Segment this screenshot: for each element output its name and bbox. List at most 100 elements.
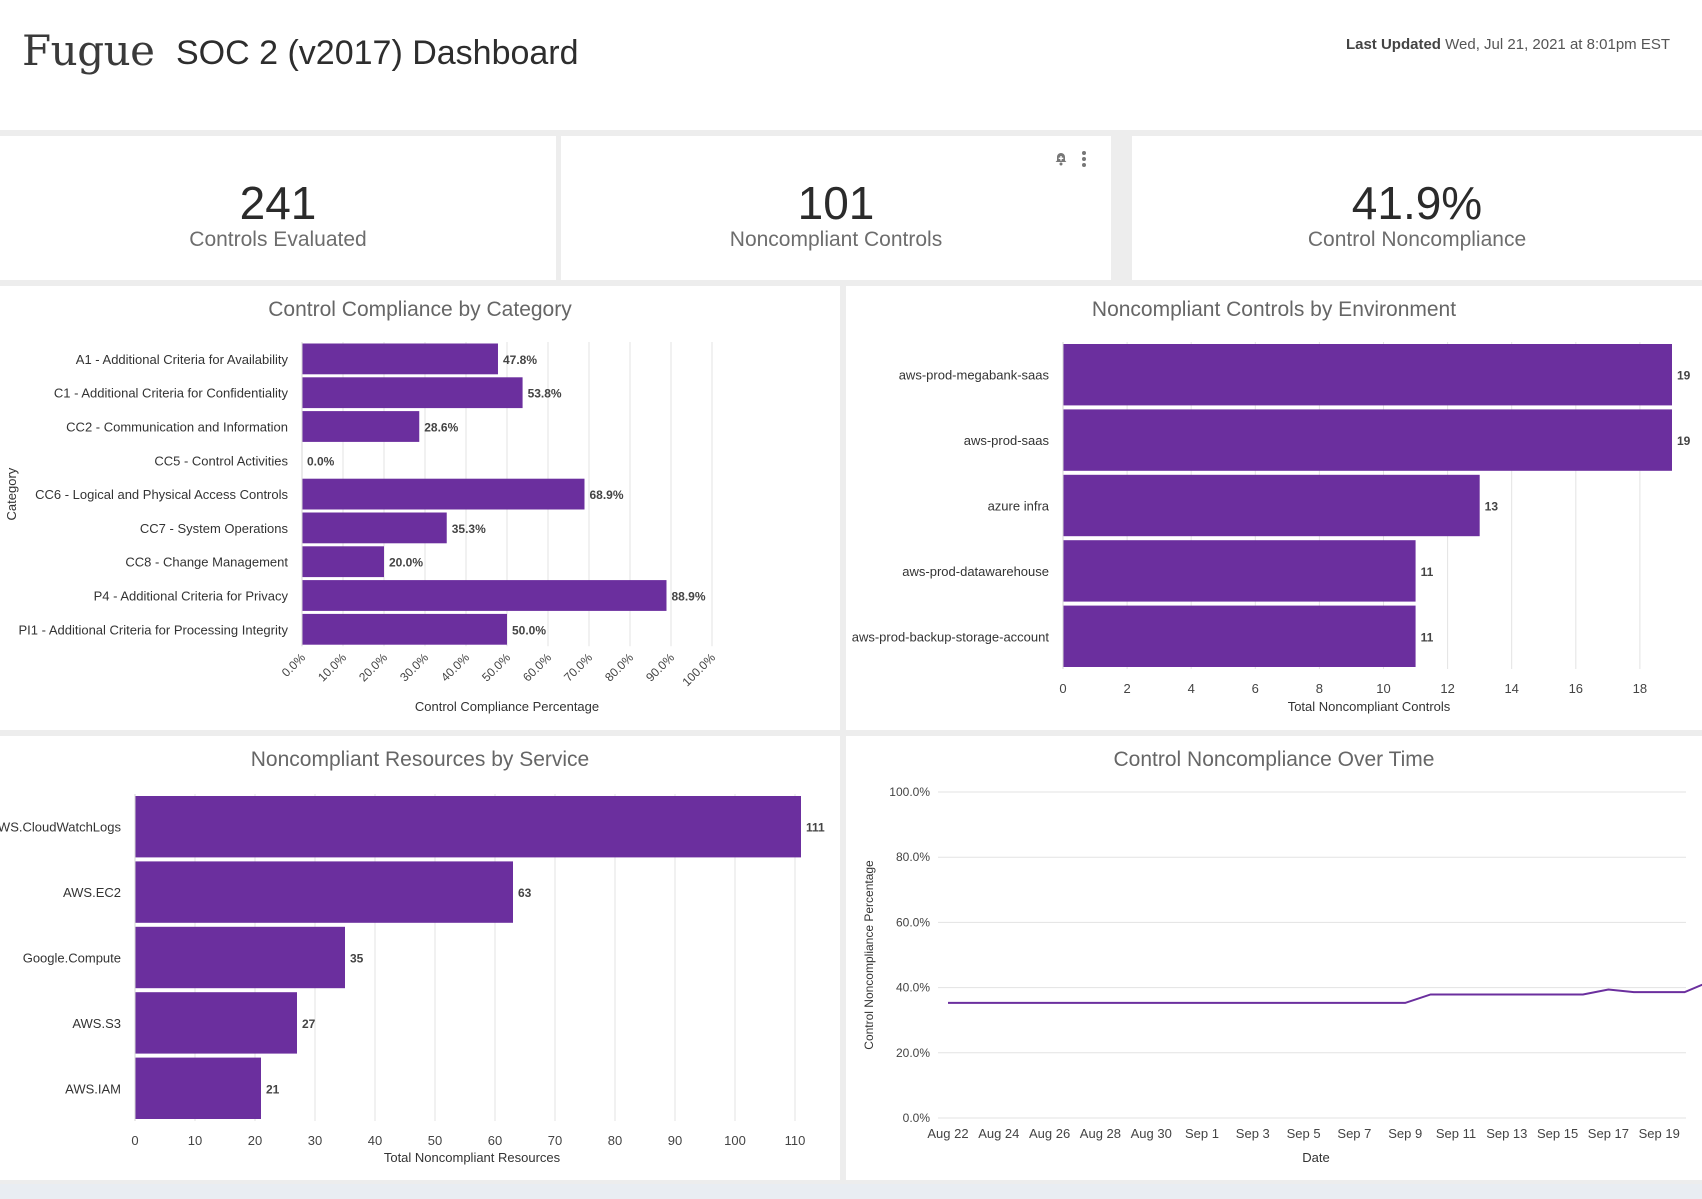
x-tick-label: Sep 7 xyxy=(1337,1126,1371,1141)
kpi-value: 241 xyxy=(239,177,317,229)
y-axis-label: Category xyxy=(4,467,19,520)
data-label: 13 xyxy=(1485,500,1499,514)
chart-title: Noncompliant Resources by Service xyxy=(250,748,590,771)
x-tick-label: 50 xyxy=(428,1133,442,1148)
bar xyxy=(302,580,667,611)
bar xyxy=(135,1057,261,1119)
last-updated-label: Last Updated xyxy=(1345,36,1441,53)
x-tick-label: 100.0% xyxy=(679,650,718,689)
bell-plus-icon[interactable] xyxy=(1053,151,1069,167)
bar xyxy=(135,796,801,858)
x-tick-label: 50.0% xyxy=(479,650,513,684)
category-label: AWS.IAM xyxy=(65,1081,121,1096)
kpi-tile-control-noncompliance[interactable]: 41.9% Control Noncompliance xyxy=(1132,136,1702,280)
x-tick-label: 0 xyxy=(131,1133,138,1148)
category-label: CC7 - System Operations xyxy=(140,521,289,536)
x-tick-label: 10.0% xyxy=(315,650,349,684)
x-axis-label: Control Compliance Percentage xyxy=(415,699,599,714)
x-tick-label: 14 xyxy=(1504,681,1518,696)
x-axis-label: Date xyxy=(1302,1150,1329,1165)
category-label: AWS.CloudWatchLogs xyxy=(0,820,121,835)
kebab-menu-icon[interactable] xyxy=(1081,150,1087,168)
bar xyxy=(302,343,498,375)
category-label: C1 - Additional Criteria for Confidentia… xyxy=(54,386,289,401)
data-label: 35.3% xyxy=(452,522,486,536)
bar xyxy=(302,411,420,442)
x-tick-label: 10 xyxy=(1376,681,1390,696)
x-tick-label: 80 xyxy=(608,1133,622,1148)
data-label: 0.0% xyxy=(307,454,335,468)
x-tick-label: Sep 9 xyxy=(1388,1126,1422,1141)
category-label: AWS.S3 xyxy=(72,1016,121,1031)
bar xyxy=(135,926,345,989)
chart-title: Control Compliance by Category xyxy=(268,298,572,321)
kpi-tile-controls-evaluated[interactable]: 241 Controls Evaluated xyxy=(0,136,556,280)
x-tick-label: 20 xyxy=(248,1133,262,1148)
category-label: aws-prod-backup-storage-account xyxy=(852,629,1050,644)
bar xyxy=(135,992,297,1054)
chart-tile-noncompliance-over-time[interactable]: Control Noncompliance Over Time 0.0% 20.0… xyxy=(846,736,1702,1180)
data-label: 50.0% xyxy=(512,623,546,637)
x-tick-label: 40 xyxy=(368,1133,382,1148)
category-label: aws-prod-datawarehouse xyxy=(902,564,1049,579)
data-label: 27 xyxy=(302,1017,316,1031)
x-tick-label: 70 xyxy=(548,1133,562,1148)
x-tick-label: Sep 1 xyxy=(1185,1126,1219,1141)
last-updated-value: Wed, Jul 21, 2021 at 8:01pm EST xyxy=(1445,36,1670,53)
x-tick-label: Aug 22 xyxy=(927,1126,968,1141)
x-tick-label: 90 xyxy=(668,1133,682,1148)
series-line xyxy=(948,983,1702,1004)
bar xyxy=(302,512,447,544)
bar xyxy=(302,377,523,409)
chart-tile-compliance-by-category[interactable]: Control Compliance by Category 0.0% 10.0%… xyxy=(0,286,840,730)
x-tick-label: 12 xyxy=(1440,681,1454,696)
kpi-label: Control Noncompliance xyxy=(1307,228,1527,251)
category-label: CC8 - Change Management xyxy=(125,555,288,570)
bar xyxy=(1063,540,1416,602)
x-tick-label: 20.0% xyxy=(356,650,390,684)
chart-tile-noncompliant-by-environment[interactable]: Noncompliant Controls by Environment 0 2 4… xyxy=(846,286,1702,730)
bar xyxy=(302,613,507,645)
data-label: 111 xyxy=(806,821,825,835)
y-tick-label: 100.0% xyxy=(889,785,930,799)
category-label: CC6 - Logical and Physical Access Contro… xyxy=(35,487,288,502)
noncompliant-by-environment-chart: 0 2 4 6 8 10 12 14 16 18 aws-prod-megabank-saas 19 a… xyxy=(852,342,1691,714)
category-label: aws-prod-megabank-saas xyxy=(899,368,1050,383)
category-label: A1 - Additional Criteria for Availabilit… xyxy=(76,352,289,367)
compliance-by-category-chart: 0.0% 10.0% 20.0% 30.0% 40.0% 50.0% 60.0% 70.0% 8… xyxy=(4,342,718,714)
category-label: AWS.EC2 xyxy=(63,885,121,900)
category-label: azure infra xyxy=(988,499,1050,514)
category-label: CC2 - Communication and Information xyxy=(66,420,288,435)
kpi-label: Controls Evaluated xyxy=(189,228,367,251)
bar xyxy=(302,546,384,578)
kpi-label: Noncompliant Controls xyxy=(729,228,943,251)
page-title: SOC 2 (v2017) Dashboard xyxy=(176,34,579,72)
x-tick-label: 70.0% xyxy=(561,650,595,684)
chart-tile-resources-by-service[interactable]: Noncompliant Resources by Service 0 10 20 3… xyxy=(0,736,840,1180)
bottom-strip xyxy=(0,1184,1702,1199)
fugue-logo[interactable]: Fugue xyxy=(22,26,155,75)
x-tick-label: 80.0% xyxy=(602,650,636,684)
dashboard-header: Fugue SOC 2 (v2017) Dashboard Last Updat… xyxy=(0,0,1702,130)
x-tick-label: 110 xyxy=(785,1133,806,1148)
data-label: 53.8% xyxy=(528,387,562,401)
data-label: 88.9% xyxy=(671,590,705,604)
kpi-tile-noncompliant-controls[interactable]: 101 Noncompliant Controls xyxy=(561,136,1111,280)
category-label: P4 - Additional Criteria for Privacy xyxy=(94,589,289,604)
y-axis-label: Control Noncompliance Percentage xyxy=(862,860,876,1050)
x-tick-label: Aug 26 xyxy=(1029,1126,1070,1141)
last-updated: Last Updated Wed, Jul 21, 2021 at 8:01pm… xyxy=(1346,36,1670,53)
data-label: 47.8% xyxy=(503,353,537,367)
y-tick-label: 60.0% xyxy=(896,915,930,929)
x-tick-label: Aug 30 xyxy=(1131,1126,1172,1141)
x-tick-label: 8 xyxy=(1316,681,1323,696)
chart-title: Control Noncompliance Over Time xyxy=(1113,748,1435,771)
x-tick-label: 60 xyxy=(488,1133,502,1148)
kpi-value: 101 xyxy=(797,177,875,229)
x-tick-label: 90.0% xyxy=(643,650,677,684)
x-tick-label: Aug 28 xyxy=(1080,1126,1121,1141)
x-axis-label: Total Noncompliant Resources xyxy=(384,1150,561,1165)
x-tick-label: Sep 3 xyxy=(1236,1126,1270,1141)
x-tick-label: 16 xyxy=(1569,681,1583,696)
bar xyxy=(1063,605,1416,667)
